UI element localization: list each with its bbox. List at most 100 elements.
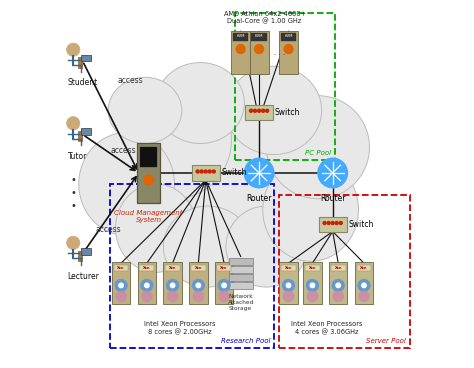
- Circle shape: [166, 279, 179, 292]
- Circle shape: [249, 109, 253, 113]
- Text: Switch: Switch: [348, 220, 374, 229]
- Circle shape: [244, 158, 274, 188]
- Ellipse shape: [116, 184, 197, 272]
- Bar: [78, 57, 82, 68]
- Ellipse shape: [156, 63, 245, 144]
- Circle shape: [332, 290, 344, 302]
- Circle shape: [330, 221, 335, 225]
- Bar: [235, 13, 335, 160]
- Circle shape: [203, 169, 208, 174]
- Text: Xen: Xen: [195, 266, 202, 270]
- Circle shape: [283, 290, 294, 302]
- Circle shape: [167, 290, 179, 302]
- FancyBboxPatch shape: [281, 33, 296, 40]
- FancyBboxPatch shape: [319, 217, 346, 232]
- FancyBboxPatch shape: [137, 143, 160, 202]
- FancyBboxPatch shape: [305, 265, 320, 271]
- Circle shape: [141, 290, 153, 302]
- Text: Xen: Xen: [220, 266, 228, 270]
- Text: KVM: KVM: [284, 34, 293, 38]
- Ellipse shape: [164, 103, 310, 265]
- FancyBboxPatch shape: [231, 31, 250, 74]
- Ellipse shape: [108, 77, 182, 144]
- Ellipse shape: [266, 96, 369, 199]
- Text: Xen: Xen: [360, 266, 368, 270]
- Circle shape: [236, 44, 246, 54]
- Circle shape: [195, 283, 201, 289]
- FancyBboxPatch shape: [329, 262, 347, 304]
- Circle shape: [307, 290, 319, 302]
- Ellipse shape: [263, 158, 358, 261]
- Circle shape: [254, 44, 264, 54]
- Circle shape: [118, 283, 124, 289]
- Circle shape: [327, 221, 331, 225]
- Bar: [82, 55, 91, 61]
- Circle shape: [265, 109, 269, 113]
- Circle shape: [67, 43, 80, 56]
- Circle shape: [285, 283, 292, 289]
- Circle shape: [361, 283, 367, 289]
- Text: access: access: [110, 146, 136, 155]
- FancyBboxPatch shape: [279, 31, 298, 74]
- Text: Intel Xeon Processors
8 cores @ 2.00GHz: Intel Xeon Processors 8 cores @ 2.00GHz: [144, 321, 216, 335]
- FancyBboxPatch shape: [191, 265, 206, 271]
- Text: Xen: Xen: [118, 266, 125, 270]
- Circle shape: [144, 283, 150, 289]
- Bar: [82, 128, 91, 135]
- FancyBboxPatch shape: [331, 265, 346, 271]
- FancyBboxPatch shape: [303, 262, 322, 304]
- Circle shape: [261, 109, 265, 113]
- Circle shape: [358, 290, 370, 302]
- Text: Intel Xeon Processors
4 cores @ 3.06GHz: Intel Xeon Processors 4 cores @ 3.06GHz: [292, 321, 363, 335]
- Circle shape: [67, 117, 80, 130]
- Circle shape: [332, 279, 345, 292]
- Circle shape: [221, 283, 227, 289]
- Circle shape: [282, 279, 295, 292]
- Text: Xen: Xen: [143, 266, 151, 270]
- FancyBboxPatch shape: [245, 105, 273, 120]
- FancyBboxPatch shape: [228, 258, 253, 265]
- Circle shape: [257, 109, 261, 113]
- Text: •: •: [70, 201, 76, 211]
- Text: Xen: Xen: [335, 266, 342, 270]
- Text: •: •: [70, 188, 76, 198]
- Text: Server Pool: Server Pool: [366, 338, 406, 344]
- FancyBboxPatch shape: [189, 262, 208, 304]
- Circle shape: [310, 283, 315, 289]
- Circle shape: [322, 221, 327, 225]
- Text: KVM: KVM: [237, 34, 245, 38]
- Bar: [78, 131, 82, 141]
- Ellipse shape: [79, 132, 174, 236]
- Text: . . .: . . .: [273, 50, 285, 56]
- Bar: [279, 195, 410, 348]
- Text: Switch: Switch: [221, 169, 246, 177]
- Text: Router: Router: [246, 194, 272, 203]
- Bar: [110, 184, 274, 348]
- Bar: [78, 251, 82, 261]
- Circle shape: [200, 169, 204, 174]
- FancyBboxPatch shape: [228, 266, 253, 273]
- FancyBboxPatch shape: [215, 262, 233, 304]
- Circle shape: [143, 174, 154, 185]
- Circle shape: [338, 221, 343, 225]
- Circle shape: [195, 169, 200, 174]
- FancyBboxPatch shape: [228, 282, 253, 289]
- Circle shape: [335, 221, 339, 225]
- Text: Xen: Xen: [309, 266, 316, 270]
- Text: KVM: KVM: [255, 34, 264, 38]
- Circle shape: [208, 169, 212, 174]
- Text: Router: Router: [320, 194, 346, 203]
- Bar: [82, 248, 91, 255]
- Circle shape: [67, 236, 80, 250]
- FancyBboxPatch shape: [112, 262, 130, 304]
- Text: access: access: [95, 226, 121, 234]
- Text: Cloud Management
System: Cloud Management System: [114, 210, 183, 223]
- Circle shape: [115, 290, 127, 302]
- Ellipse shape: [226, 206, 307, 287]
- Text: Tutor: Tutor: [68, 152, 87, 161]
- Circle shape: [192, 279, 205, 292]
- FancyBboxPatch shape: [139, 265, 154, 271]
- Text: access: access: [118, 77, 143, 85]
- FancyBboxPatch shape: [251, 33, 267, 40]
- FancyBboxPatch shape: [228, 274, 253, 281]
